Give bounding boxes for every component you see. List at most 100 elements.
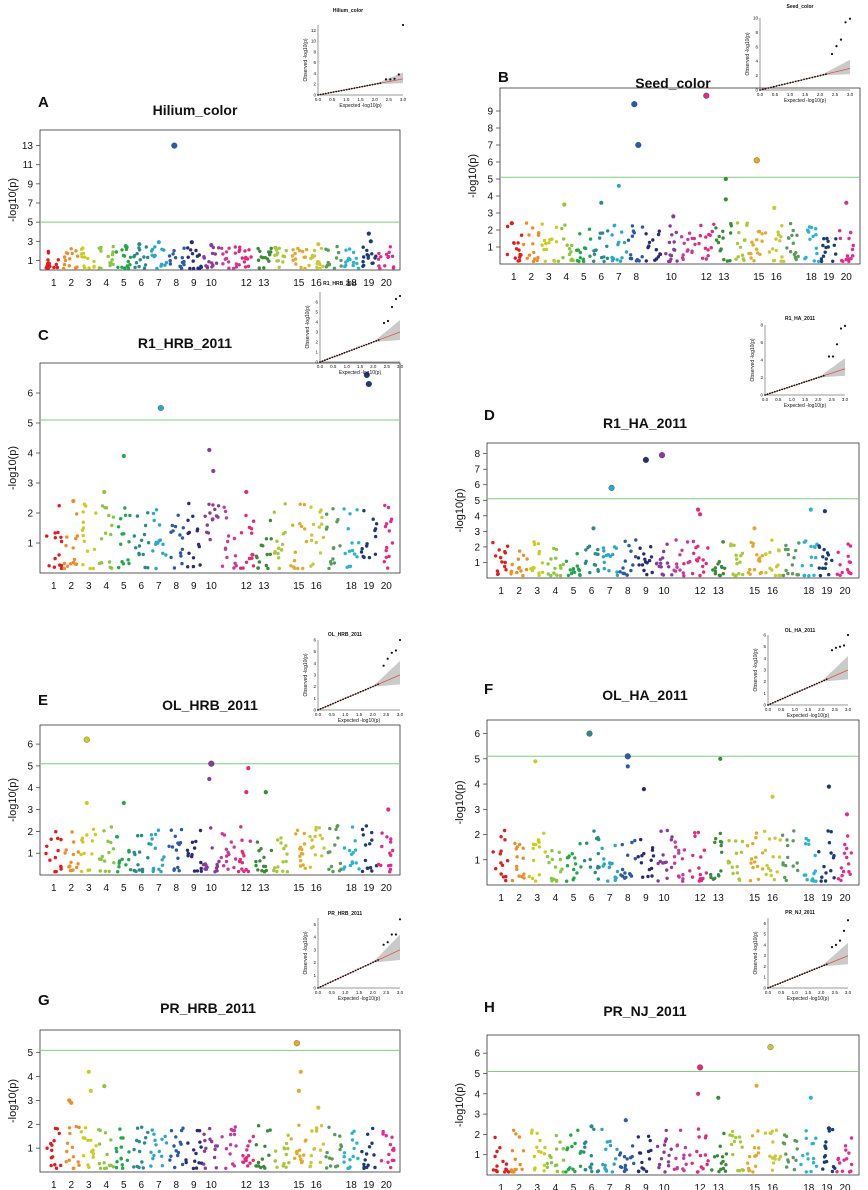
snp-point	[169, 828, 173, 832]
snp-point	[521, 846, 525, 850]
snp-point	[296, 246, 300, 251]
snp-point	[572, 867, 576, 872]
snp-point	[553, 865, 558, 869]
snp-point	[111, 1165, 116, 1169]
snp-point	[749, 251, 753, 256]
snp-point	[549, 573, 553, 578]
x-tick-label: 8	[174, 1180, 180, 1190]
snp-point	[673, 861, 677, 865]
snp-point	[512, 1128, 516, 1133]
snp-point	[838, 563, 842, 567]
snp-point	[68, 257, 72, 261]
snp-point	[515, 855, 519, 859]
snp-point	[632, 1161, 636, 1166]
snp-point	[822, 237, 826, 241]
qq-point	[394, 933, 397, 936]
snp-point	[709, 872, 713, 877]
snp-point	[351, 250, 356, 255]
snp-point	[568, 568, 572, 572]
snp-point	[229, 1132, 233, 1137]
qq-point	[398, 918, 402, 921]
snp-point	[269, 250, 273, 254]
snp-point	[706, 1159, 710, 1163]
snp-point	[250, 531, 254, 535]
snp-point	[586, 545, 590, 550]
qq-y-tick-label: 0	[763, 986, 766, 991]
snp-point	[208, 537, 212, 542]
snp-point	[293, 550, 297, 554]
qq-point	[322, 93, 325, 95]
qq-point	[324, 705, 327, 708]
snp-point	[509, 1169, 514, 1174]
snp-point	[809, 544, 813, 549]
snp-point	[90, 852, 94, 856]
snp-point	[287, 1161, 291, 1165]
qq-point	[779, 698, 782, 701]
snp-point	[227, 246, 231, 250]
snp-point	[190, 854, 194, 859]
snp-point	[102, 1166, 107, 1171]
snp-point	[191, 556, 196, 560]
snp-point	[554, 1133, 558, 1138]
snp-point	[248, 1161, 252, 1165]
snp-point	[191, 1166, 196, 1171]
snp-point	[48, 858, 52, 862]
snp-point	[111, 262, 115, 266]
snp-point	[788, 250, 793, 254]
snp-point	[628, 873, 633, 877]
snp-point	[162, 855, 166, 859]
snp-peak-point	[363, 371, 370, 379]
snp-peak-point	[671, 214, 676, 219]
x-tick-label: 9	[643, 1183, 649, 1190]
snp-point	[773, 1157, 777, 1161]
snp-point	[91, 1148, 95, 1152]
snp-point	[195, 254, 200, 258]
x-tick-label: 5	[571, 893, 577, 904]
snp-point	[832, 876, 836, 880]
snp-point	[786, 552, 791, 557]
snp-point	[735, 221, 740, 225]
snp-point	[588, 857, 592, 862]
qq-confidence-band	[373, 320, 400, 342]
snp-point	[845, 846, 849, 851]
snp-point	[99, 537, 104, 541]
snp-point	[611, 552, 615, 557]
snp-point	[693, 242, 697, 247]
snp-point	[600, 846, 604, 850]
snp-point	[582, 1150, 586, 1154]
x-tick-label: 19	[821, 1183, 833, 1190]
y-axis-label: -log10(p)	[7, 446, 19, 490]
snp-point	[291, 248, 295, 252]
snp-point	[763, 231, 768, 235]
snp-point	[765, 863, 769, 868]
snp-point	[284, 248, 288, 253]
snp-point	[711, 568, 715, 572]
snp-point	[126, 259, 130, 264]
snp-point	[102, 829, 106, 833]
x-tick-label: 7	[607, 1183, 613, 1190]
x-tick-label: 13	[258, 278, 270, 289]
snp-point	[606, 879, 610, 883]
snp-point	[736, 255, 740, 259]
snp-point	[366, 254, 371, 258]
snp-point	[99, 245, 103, 250]
snp-point	[247, 248, 251, 252]
snp-point	[111, 250, 115, 254]
snp-point	[786, 571, 790, 576]
qq-point	[374, 684, 377, 687]
snp-point	[297, 1123, 301, 1128]
snp-peak-point	[696, 507, 701, 512]
snp-point	[75, 512, 79, 516]
snp-point	[688, 559, 692, 564]
qq-x-tick-label: 0.0	[317, 364, 324, 369]
snp-point	[54, 830, 58, 834]
x-tick-label: 4	[553, 586, 559, 597]
snp-point	[717, 1169, 721, 1174]
snp-point	[575, 552, 579, 556]
snp-point	[174, 848, 179, 852]
snp-point	[749, 861, 753, 865]
snp-point	[814, 246, 818, 250]
y-tick-label: 4	[474, 780, 480, 791]
x-tick-label: 16	[311, 883, 323, 894]
snp-point	[795, 233, 799, 237]
